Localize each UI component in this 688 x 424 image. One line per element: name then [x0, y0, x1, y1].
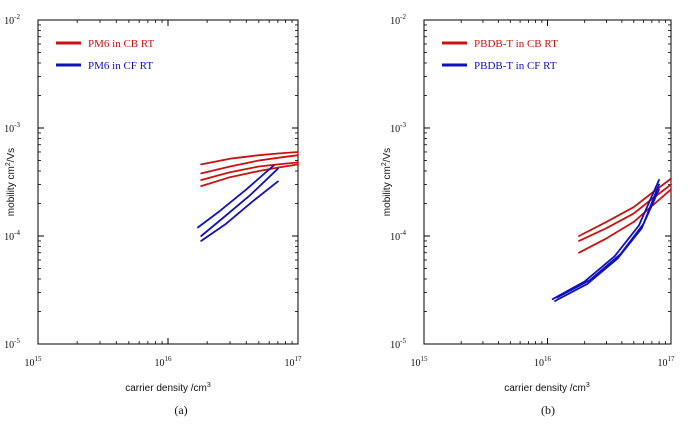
legend-label: PM6 in CF RT	[88, 60, 153, 72]
panel-caption: (a)	[174, 403, 187, 417]
y-tick-label: 10-4	[4, 229, 20, 243]
legend: PBDB-T in CB RT PBDB-T in CF RT	[442, 38, 558, 72]
plot-frame	[37, 19, 299, 345]
y-tick-label: 10-4	[390, 229, 406, 243]
chart-panel-b: 1015 1016 1017 10-2 10-3 10-4 10-5 PBDB-T in C…	[381, 13, 675, 417]
legend-label: PBDB-T in CB RT	[474, 38, 558, 50]
y-tick-label: 10-3	[4, 121, 20, 135]
chart-panel-a: 1015 1016 1017 10-2 10-3 10-4 10-5 PM6 in CB R…	[4, 13, 302, 417]
series-0-curve-3	[200, 163, 299, 187]
axis-ticks: 1015 1016 1017 10-2 10-3 10-4 10-5	[4, 13, 302, 369]
x-tick-label: 1015	[25, 355, 43, 369]
series-1-curve-1	[554, 183, 660, 302]
x-axis-label: carrier density /cm3	[125, 382, 211, 394]
x-tick-label: 1016	[534, 355, 552, 369]
y-tick-label: 10-3	[390, 121, 406, 135]
legend-label: PM6 in CB RT	[88, 38, 155, 50]
x-tick-label: 1017	[658, 355, 676, 369]
y-tick-label: 10-2	[4, 13, 20, 27]
x-tick-label: 1016	[155, 355, 173, 369]
series-0-curve-1	[200, 154, 299, 175]
y-tick-label: 10-5	[390, 337, 406, 351]
series-0-curve-2	[200, 161, 299, 181]
x-tick-label: 1015	[411, 355, 429, 369]
data-curves	[197, 151, 299, 242]
x-tick-label: 1017	[285, 355, 303, 369]
y-axis-label: mobility cm2/Vs	[381, 148, 393, 216]
panel-caption: (b)	[541, 403, 555, 417]
series-0-curve-0	[200, 151, 299, 166]
series-0-curve-1	[578, 183, 672, 242]
x-axis-label: carrier density /cm3	[504, 382, 590, 394]
series-1-curve-1	[200, 167, 279, 237]
axis-ticks: 1015 1016 1017 10-2 10-3 10-4 10-5	[390, 13, 675, 369]
series-1-curve-2	[200, 180, 279, 242]
legend-label: PBDB-T in CF RT	[474, 60, 557, 72]
legend: PM6 in CB RT PM6 in CF RT	[56, 38, 155, 72]
data-curves	[551, 177, 672, 302]
y-tick-label: 10-2	[390, 13, 406, 27]
series-1-curve-2	[556, 188, 660, 299]
y-axis-label: mobility cm2/Vs	[5, 148, 17, 216]
series-0-curve-2	[578, 188, 672, 254]
series-1-curve-0	[197, 164, 275, 229]
y-tick-label: 10-5	[4, 337, 20, 351]
series-1-curve-0	[551, 179, 660, 301]
